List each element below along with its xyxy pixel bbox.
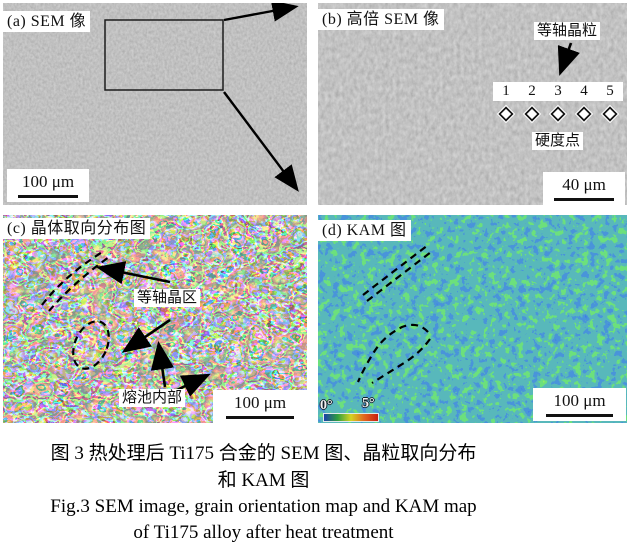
panel-c-scale-text: 100 μm: [233, 393, 287, 412]
panel-d-scalebar: 100 μm: [533, 388, 626, 421]
panel-c-scalebar: 100 μm: [213, 390, 307, 423]
panel-b-highmag-sem-image: (b) 高倍 SEM 像 等轴晶粒 1 2 3 4 5 硬度点 40 μm: [318, 3, 627, 205]
panel-c-orientation-map: (c) 晶体取向分布图 等轴晶区 熔池内部 100 μm: [3, 215, 307, 423]
panel-b-scale-line: [554, 198, 614, 201]
caption-en-line1: Fig.3 SEM image, grain orientation map a…: [50, 496, 477, 517]
kam-colorbar-max-label: 5°: [362, 396, 375, 411]
panel-b-scale-text: 40 μm: [562, 175, 606, 194]
panel-d-kam-map: (d) KAM 图 0° 5° 100 μm: [318, 215, 627, 423]
point-number: 4: [580, 83, 588, 99]
panel-a-sem-image: (a) SEM 像 100 μm: [3, 3, 307, 205]
panel-b-label: (b) 高倍 SEM 像: [318, 9, 444, 30]
point-number: 3: [554, 83, 562, 99]
panel-d-scale-text: 100 μm: [553, 391, 606, 410]
hardness-point-numbers: 1 2 3 4 5: [493, 82, 623, 101]
panel-d-label: (d) KAM 图: [318, 220, 411, 241]
panel-a-scalebar: 100 μm: [7, 169, 89, 202]
panel-d-scale-line: [546, 414, 613, 417]
hardness-point-annotation: 硬度点: [532, 132, 584, 150]
panel-b-scalebar: 40 μm: [543, 172, 625, 205]
caption-zh-line2: 和 KAM 图: [217, 470, 310, 491]
point-number: 5: [606, 83, 614, 99]
melt-pool-annotation: 熔池内部: [119, 389, 186, 407]
panel-a-scale-text: 100 μm: [21, 172, 75, 191]
caption-en-line2: of Ti175 alloy after heat treatment: [133, 522, 394, 543]
point-number: 2: [528, 83, 536, 99]
caption-zh-line1: 图 3 热处理后 Ti175 合金的 SEM 图、晶粒取向分布: [50, 443, 477, 464]
kam-colorbar: [324, 414, 378, 421]
point-number: 1: [502, 83, 510, 99]
kam-colorbar-min-label: 0°: [320, 398, 333, 413]
equiaxed-grain-annotation: 等轴晶粒: [534, 22, 601, 40]
panel-c-scale-line: [226, 416, 294, 419]
equiaxed-zone-annotation: 等轴晶区: [134, 289, 201, 307]
panel-c-label: (c) 晶体取向分布图: [3, 218, 151, 239]
panel-a-scale-line: [18, 195, 78, 198]
figure-caption: 图 3 热处理后 Ti175 合金的 SEM 图、晶粒取向分布 和 KAM 图 …: [0, 440, 527, 546]
panel-a-label: (a) SEM 像: [3, 11, 91, 32]
